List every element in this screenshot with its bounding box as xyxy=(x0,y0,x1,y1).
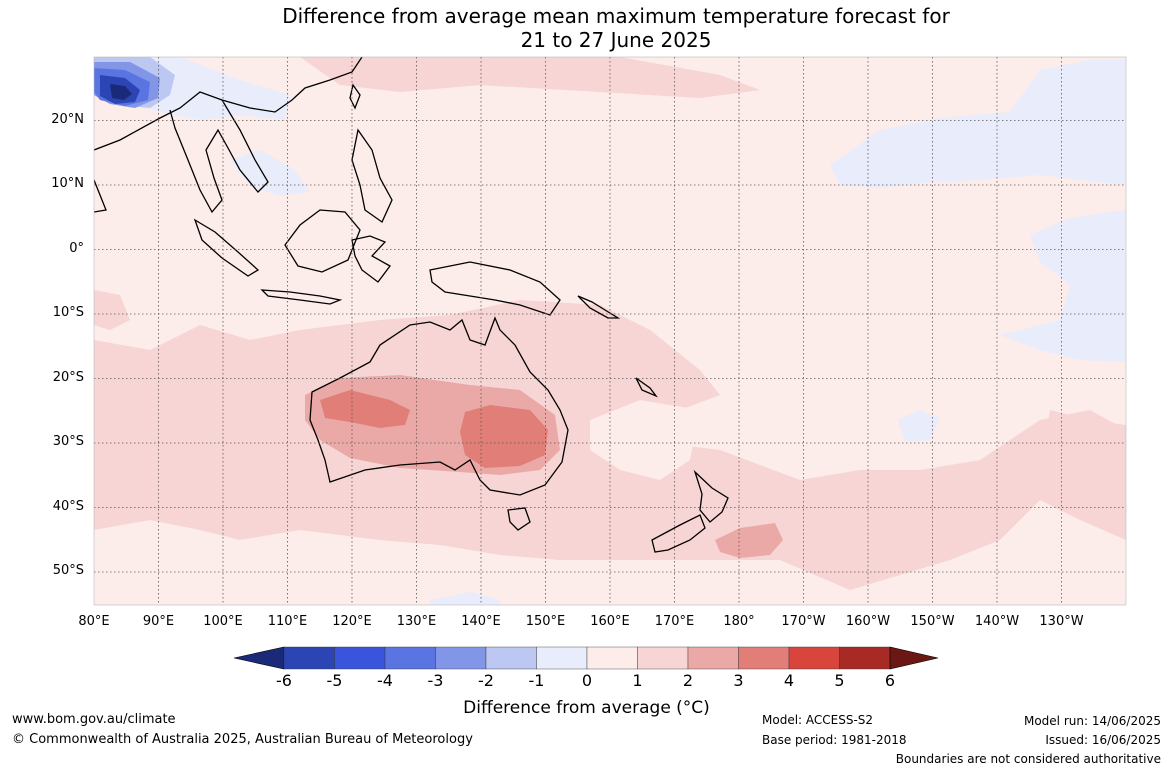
latitude-label: 20°N xyxy=(51,111,84,127)
longitude-label: 130°E xyxy=(396,614,437,629)
java-coastline xyxy=(260,289,343,305)
colorbar-tick-label: 5 xyxy=(834,671,845,690)
anomaly-band-neg-1-0-southern xyxy=(430,592,500,605)
latitude-label: 40°S xyxy=(52,498,84,514)
longitude-label: 150°W xyxy=(910,614,955,629)
colorbar-segment xyxy=(637,646,689,670)
colorbar-tick-label: 2 xyxy=(682,671,694,690)
solomon-islands-coastline xyxy=(577,295,621,319)
anomaly-band-3-4-east xyxy=(460,405,548,468)
longitude-label: 170°W xyxy=(781,614,826,629)
colorbar-label: Difference from average (°C) xyxy=(463,698,710,718)
anomaly-band-neg-1-0-pacific-south xyxy=(898,410,940,442)
longitude-label: 160°W xyxy=(845,614,891,629)
anomaly-band-1-2-indian xyxy=(94,290,130,330)
colorbar-tick-label: -6 xyxy=(276,671,292,690)
anomaly-band-neg-1-0-indochina xyxy=(230,150,310,196)
colorbar-tick-label: 3 xyxy=(733,671,744,690)
new-zealand-south-coastline xyxy=(651,514,706,553)
colorbar-segment xyxy=(384,646,436,670)
new-guinea-coastline xyxy=(429,261,561,316)
sulawesi-coastline xyxy=(351,235,391,283)
colorbar-segment xyxy=(586,646,638,670)
map-frame xyxy=(93,56,1127,606)
latitude-label: 0° xyxy=(69,240,84,256)
philippines-coastline xyxy=(351,128,393,223)
longitude-label: 130°W xyxy=(1039,614,1084,629)
indochina-coastline xyxy=(169,99,269,214)
colorbar-segments xyxy=(233,646,939,670)
colorbar-segment xyxy=(788,646,840,670)
longitude-label: 180° xyxy=(723,614,755,629)
longitude-label: 160°E xyxy=(590,614,630,629)
longitude-label: 150°E xyxy=(525,614,566,629)
longitude-label: 90°E xyxy=(142,614,175,629)
footer-website: www.bom.gov.au/climate xyxy=(12,712,176,727)
longitude-label: 110°E xyxy=(267,614,308,629)
footer-base-period: Base period: 1981-2018 xyxy=(762,733,907,747)
tasmania-coastline xyxy=(507,507,531,531)
longitude-label: 100°E xyxy=(203,614,243,629)
australia-coastline xyxy=(309,316,569,496)
anomaly-band-neg-6-5-asia xyxy=(110,84,132,100)
longitude-label: 140°E xyxy=(461,614,501,629)
title-line-2: 21 to 27 June 2025 xyxy=(520,28,712,52)
longitude-label: 140°W xyxy=(974,614,1020,629)
coastlines xyxy=(94,57,729,553)
longitude-label: 80°E xyxy=(78,614,110,629)
latitude-label: 10°N xyxy=(51,176,84,191)
colorbar-segment xyxy=(839,646,891,670)
colorbar-tick-label: 6 xyxy=(884,671,896,690)
colorbar-segment xyxy=(485,646,537,670)
footer-copyright: © Commonwealth of Australia 2025, Austra… xyxy=(12,732,473,747)
footer-issued: Issued: 16/06/2025 xyxy=(1045,733,1161,747)
colorbar-tick-label: -1 xyxy=(528,671,545,690)
latitude-label: 30°S xyxy=(52,434,84,449)
colorbar-arrow-high xyxy=(889,646,939,670)
longitude-label: 170°E xyxy=(654,614,695,629)
new-zealand-north-coastline xyxy=(693,469,729,523)
sumatra-coastline xyxy=(193,218,260,277)
graticule xyxy=(94,57,1126,605)
title-line-1: Difference from average mean maximum tem… xyxy=(282,4,950,28)
colorbar-tick-label: -2 xyxy=(478,671,494,690)
colorbar-tick-label: -4 xyxy=(377,671,393,690)
colorbar-segment xyxy=(687,646,739,670)
latitude-label: 50°S xyxy=(52,563,84,578)
india-coastline xyxy=(94,179,107,213)
borneo-coastline xyxy=(284,209,361,273)
colorbar-segment xyxy=(283,646,335,670)
colorbar-tick-label: -3 xyxy=(427,671,444,690)
colorbar-tick-label: 0 xyxy=(581,671,593,690)
footer-disclaimer: Boundaries are not considered authoritat… xyxy=(895,752,1161,766)
colorbar-segment xyxy=(334,646,386,670)
colorbar-segment xyxy=(435,646,487,670)
colorbar-segment xyxy=(738,646,790,670)
anomaly-band-1-2-north xyxy=(300,57,760,98)
colorbar-tick-label: -5 xyxy=(326,671,343,690)
map-title: Difference from average mean maximum tem… xyxy=(0,4,1173,52)
latitude-label: 10°S xyxy=(52,305,84,320)
latitude-label: 20°S xyxy=(52,369,84,385)
colorbar-arrow-low xyxy=(233,646,285,670)
footer-model-run: Model run: 14/06/2025 xyxy=(1023,714,1161,728)
footer-model: Model: ACCESS-S2 xyxy=(762,713,874,727)
colorbar-tick-label: 4 xyxy=(783,671,795,690)
new-caledonia-coastline xyxy=(635,377,658,398)
anomaly-band-neg-1-0-pacific-north xyxy=(830,60,1126,188)
anomaly-band-3-4-west xyxy=(320,390,410,428)
anomaly-band-neg-1-0-pacific-east xyxy=(1000,210,1126,362)
mainland-asia-coastline xyxy=(94,57,363,151)
colorbar-segment xyxy=(536,646,588,670)
longitude-label: 120°E xyxy=(332,614,372,629)
colorbar-tick-label: 1 xyxy=(632,671,643,690)
anomaly-band-1-2-tasman xyxy=(590,400,700,480)
anomaly-band-1-2-east xyxy=(1045,410,1126,530)
taiwan-coastline xyxy=(349,83,361,110)
anomaly-band-2-3-new-zealand xyxy=(715,523,783,558)
